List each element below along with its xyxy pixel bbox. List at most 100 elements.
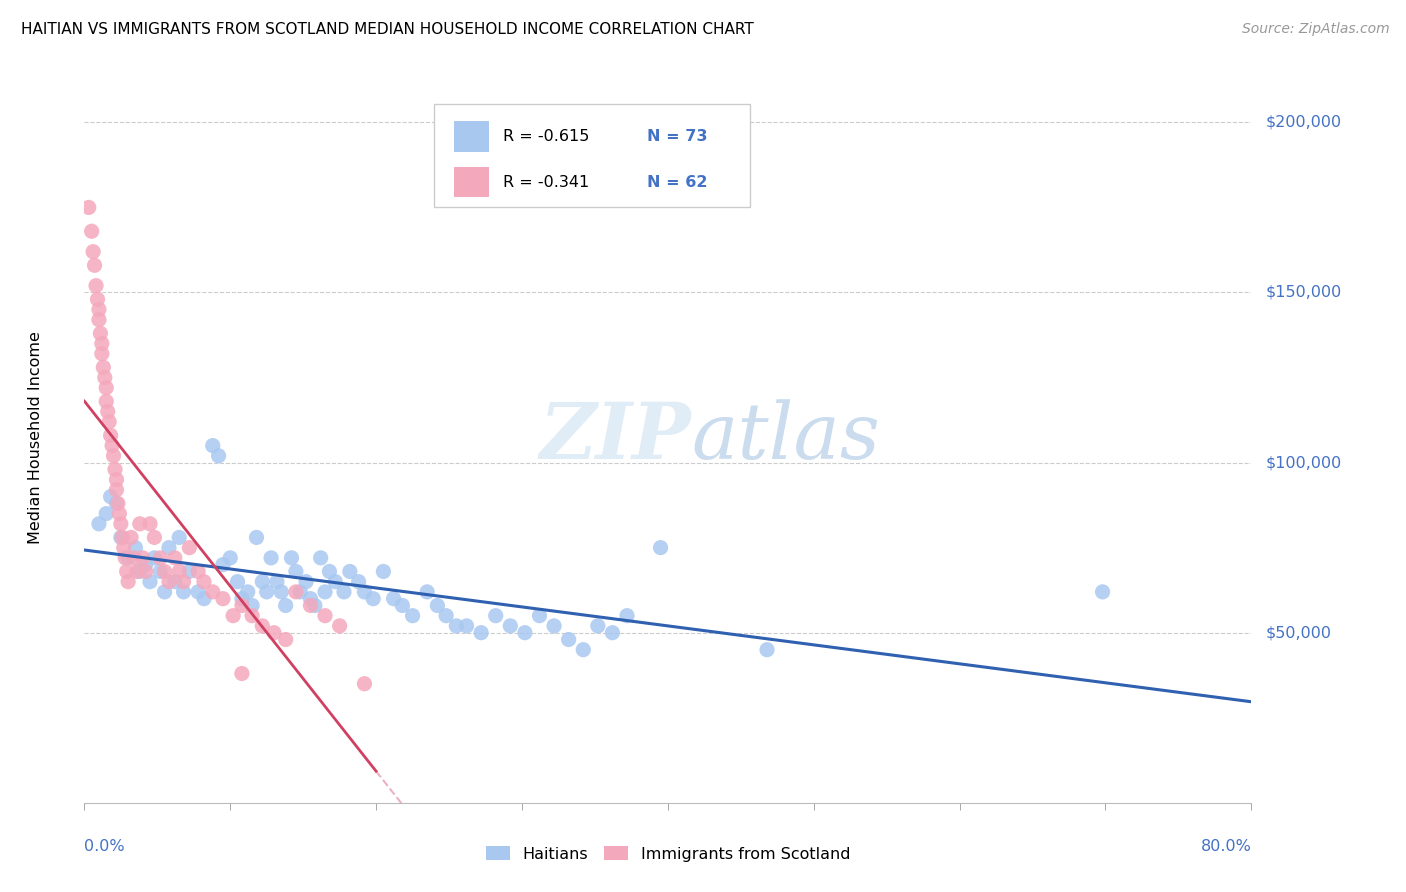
Point [143, 550, 166, 565]
Point [179, 565, 201, 579]
Point [105, 496, 128, 510]
Point [107, 496, 129, 510]
Point [446, 619, 468, 633]
Point [401, 608, 423, 623]
Point [323, 574, 346, 589]
Point [426, 599, 449, 613]
Text: R = -0.615: R = -0.615 [503, 129, 589, 144]
Point [108, 507, 131, 521]
Text: Median Household Income: Median Household Income [28, 331, 42, 543]
Point [236, 585, 259, 599]
Point [112, 541, 135, 555]
Point [77, 201, 100, 215]
Point [86, 293, 108, 307]
Point [260, 550, 283, 565]
Point [314, 608, 336, 623]
Point [187, 585, 209, 599]
Point [110, 531, 132, 545]
Point [98, 415, 121, 429]
Point [103, 449, 125, 463]
Point [101, 439, 124, 453]
Point [391, 599, 413, 613]
FancyBboxPatch shape [434, 104, 749, 207]
Point [94, 370, 117, 384]
Text: N = 62: N = 62 [647, 175, 707, 190]
Point [270, 585, 292, 599]
Point [87, 312, 110, 326]
Point [100, 428, 122, 442]
Point [226, 574, 249, 589]
Point [1091, 585, 1114, 599]
Point [572, 642, 595, 657]
Point [222, 608, 245, 623]
Point [274, 599, 297, 613]
Point [163, 574, 186, 589]
Point [212, 558, 235, 572]
Text: Source: ZipAtlas.com: Source: ZipAtlas.com [1241, 22, 1389, 37]
Point [128, 565, 150, 579]
Point [219, 550, 242, 565]
Point [529, 608, 551, 623]
Text: 0.0%: 0.0% [84, 839, 125, 855]
Point [91, 360, 114, 375]
Point [557, 632, 579, 647]
Point [135, 558, 157, 572]
Point [314, 585, 336, 599]
Point [153, 565, 176, 579]
Point [87, 516, 110, 531]
Point [149, 565, 172, 579]
Point [82, 244, 104, 259]
Point [231, 599, 253, 613]
Point [347, 574, 370, 589]
Text: HAITIAN VS IMMIGRANTS FROM SCOTLAND MEDIAN HOUSEHOLD INCOME CORRELATION CHART: HAITIAN VS IMMIGRANTS FROM SCOTLAND MEDI… [21, 22, 754, 37]
Point [163, 550, 186, 565]
Point [499, 619, 522, 633]
Point [97, 404, 120, 418]
Point [295, 574, 318, 589]
Point [263, 625, 285, 640]
Point [105, 483, 128, 497]
Text: R = -0.341: R = -0.341 [503, 175, 589, 190]
Point [485, 608, 508, 623]
Point [470, 625, 492, 640]
Point [120, 531, 142, 545]
Point [339, 565, 361, 579]
Point [650, 541, 672, 555]
Point [90, 336, 112, 351]
Point [416, 585, 439, 599]
Point [201, 585, 224, 599]
Text: 80.0%: 80.0% [1201, 839, 1251, 855]
Point [309, 550, 332, 565]
Point [173, 574, 195, 589]
Point [96, 507, 118, 521]
Point [602, 625, 624, 640]
Point [231, 591, 253, 606]
Point [89, 326, 111, 341]
Bar [454, 121, 489, 152]
Point [115, 565, 138, 579]
Point [157, 574, 180, 589]
Point [212, 591, 235, 606]
Point [353, 677, 375, 691]
Point [434, 608, 457, 623]
Point [543, 619, 565, 633]
Point [153, 585, 176, 599]
Point [128, 516, 150, 531]
Point [87, 302, 110, 317]
Point [96, 381, 118, 395]
Point [139, 574, 162, 589]
Point [111, 531, 134, 545]
Text: $150,000: $150,000 [1265, 285, 1341, 300]
Point [104, 462, 127, 476]
Text: $50,000: $50,000 [1265, 625, 1331, 640]
Point [90, 347, 112, 361]
Point [756, 642, 779, 657]
Point [513, 625, 536, 640]
Point [456, 619, 478, 633]
Legend: Haitians, Immigrants from Scotland: Haitians, Immigrants from Scotland [479, 839, 856, 868]
Point [135, 565, 157, 579]
Point [361, 591, 384, 606]
Text: $100,000: $100,000 [1265, 455, 1341, 470]
Point [187, 565, 209, 579]
Point [132, 550, 155, 565]
